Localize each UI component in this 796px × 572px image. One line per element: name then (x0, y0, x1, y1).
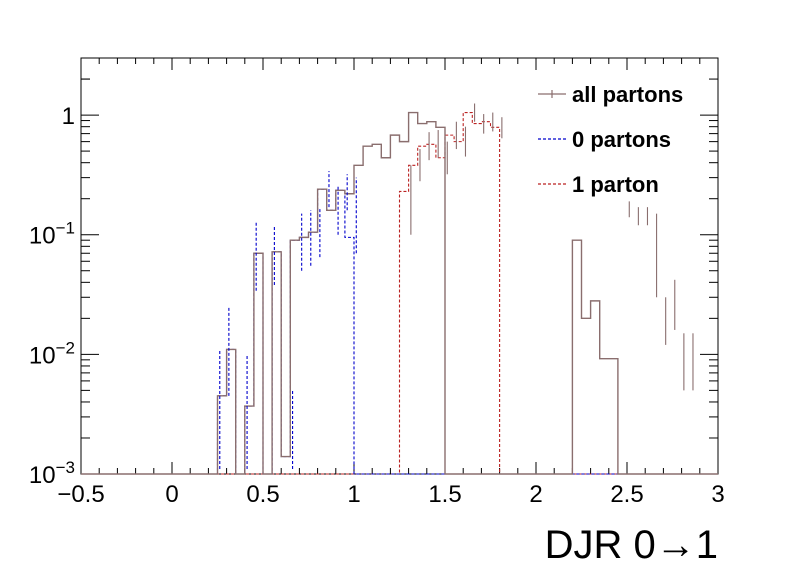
tick-labels: −0.5 0 0.5 1 1.5 2 2.5 3 10−3 10−2 10−1 1 (29, 103, 725, 508)
series-layer (81, 111, 718, 475)
legend: all partons 0 partons 1 parton (538, 82, 683, 197)
y-tick-label: 10−1 (29, 219, 75, 250)
x-tick-label: 2 (529, 481, 542, 508)
series-line-all-partons (81, 111, 718, 475)
plot-frame (80, 57, 719, 475)
y-tick-label: 10−2 (29, 338, 75, 369)
x-tick-label: 0 (165, 481, 178, 508)
legend-label: 0 partons (572, 127, 671, 152)
x-tick-label: −0.5 (57, 481, 104, 508)
x-tick-label: 3 (711, 481, 724, 508)
legend-label: 1 parton (572, 172, 659, 197)
x-axis-title: DJR 0→1 (545, 523, 718, 567)
x-tick-label: 0.5 (246, 481, 279, 508)
plot-border (80, 57, 719, 475)
x-tick-label: 1 (347, 481, 360, 508)
legend-label: all partons (572, 82, 683, 107)
x-tick-label: 2.5 (610, 481, 643, 508)
error-bars-layer (219, 103, 694, 470)
series-line-1-parton (81, 111, 718, 475)
y-tick-label: 1 (62, 103, 75, 130)
y-tick-label: 10−3 (29, 458, 75, 489)
x-tick-label: 1.5 (428, 481, 461, 508)
